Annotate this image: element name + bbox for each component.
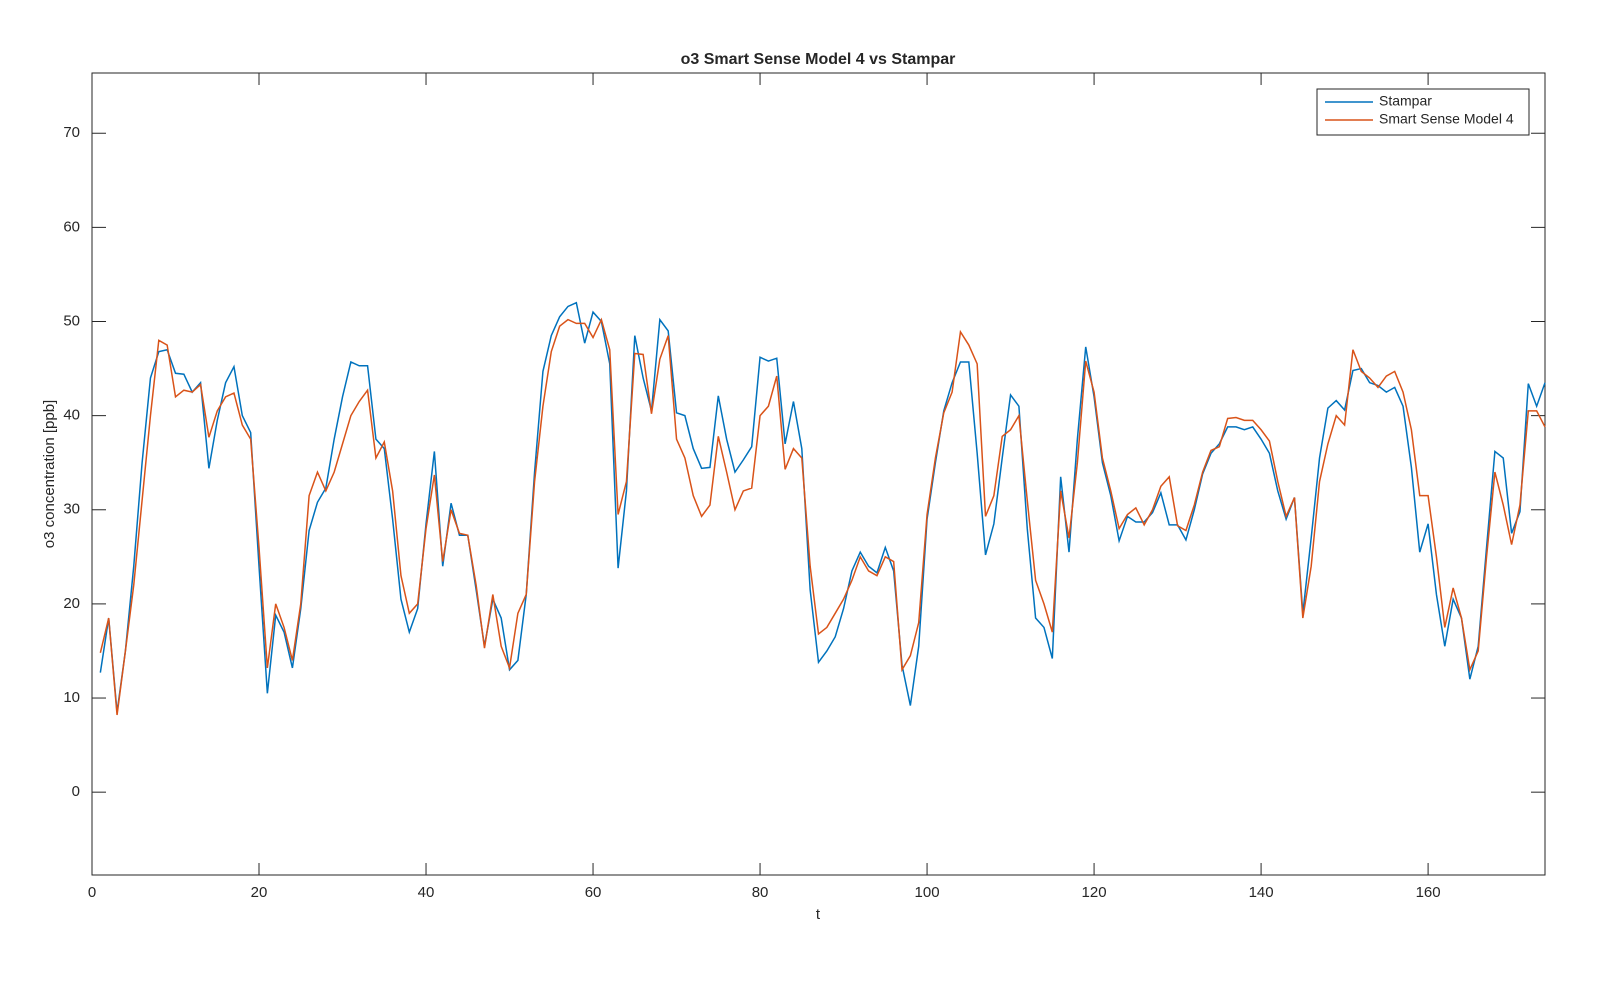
x-tick-label: 0: [88, 884, 96, 901]
x-tick-label: 20: [251, 884, 268, 901]
x-tick-label: 60: [585, 884, 602, 901]
x-tick-label: 120: [1082, 884, 1107, 901]
legend-label: Smart Sense Model 4: [1379, 111, 1514, 127]
y-tick-label: 60: [63, 218, 80, 235]
chart-title: o3 Smart Sense Model 4 vs Stampar: [681, 51, 956, 68]
y-tick-label: 40: [63, 407, 80, 424]
x-tick-label: 40: [418, 884, 435, 901]
series-line: [99, 301, 1546, 713]
y-tick-label: 20: [63, 595, 80, 612]
x-tick-label: 80: [752, 884, 769, 901]
series-line: [99, 317, 1546, 716]
x-axis-label: t: [816, 906, 821, 923]
y-tick-label: 0: [72, 783, 80, 800]
y-tick-label: 30: [63, 501, 80, 518]
plot-area: [91, 72, 1546, 876]
y-axis-label: o3 concentration [ppb]: [41, 400, 58, 548]
x-tick-label: 160: [1416, 884, 1441, 901]
legend-label: Stampar: [1379, 93, 1432, 109]
y-tick-label: 10: [63, 689, 80, 706]
y-tick-label: 50: [63, 312, 80, 329]
y-tick-label: 70: [63, 124, 80, 141]
x-tick-label: 100: [915, 884, 940, 901]
x-tick-label: 140: [1249, 884, 1274, 901]
legend-box: [1316, 88, 1530, 136]
